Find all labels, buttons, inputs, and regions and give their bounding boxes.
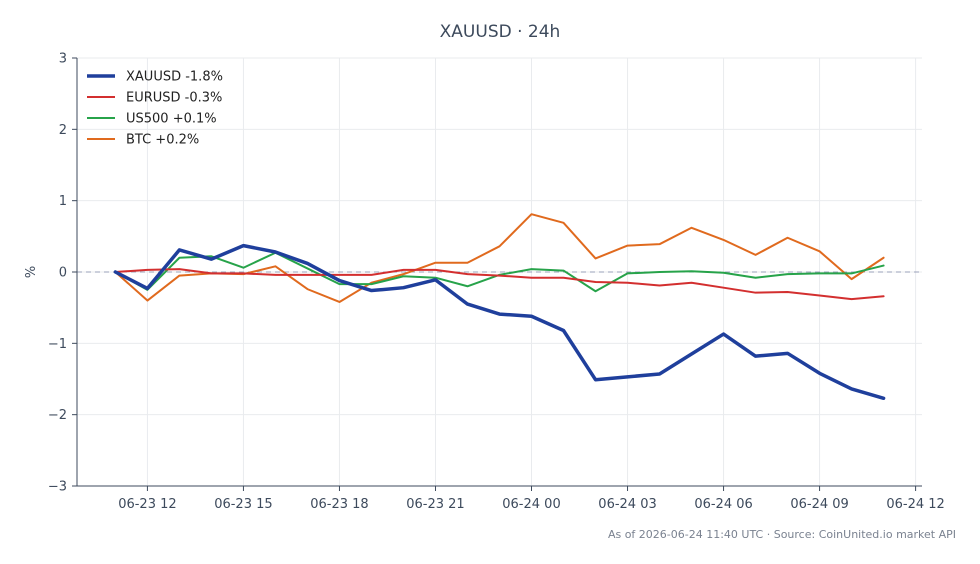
y-tick-label: −2 [48, 408, 67, 423]
x-axis-ticks: 06-23 12 06-23 15 06-23 18 06-23 21 06-24 00… [118, 486, 945, 512]
chart-title: XAUUSD · 24h [440, 22, 561, 42]
series-line-btc [114, 213, 885, 303]
x-tick-label: 06-23 18 [310, 497, 368, 512]
x-tick-label: 06-23 21 [406, 497, 464, 512]
legend: XAUUSD -1.8% EURUSD -0.3% US500 +0.1% BTC +… [87, 70, 223, 148]
series-line-xauusd [113, 243, 886, 401]
legend-label-us500: US500 +0.1% [126, 112, 217, 127]
y-tick-label: 0 [59, 266, 67, 281]
y-axis-label: % [24, 266, 39, 278]
footnote: As of 2026-06-24 11:40 UTC · Source: Coi… [608, 528, 956, 541]
x-tick-label: 06-23 15 [214, 497, 272, 512]
y-tick-label: 3 [59, 52, 67, 67]
x-tick-label: 06-24 03 [598, 497, 656, 512]
series-lines [113, 213, 886, 401]
legend-label-eurusd: EURUSD -0.3% [126, 91, 222, 106]
x-tick-label: 06-24 00 [502, 497, 560, 512]
y-tick-label: 2 [59, 123, 67, 138]
x-tick-label: 06-24 09 [790, 497, 848, 512]
x-tick-label: 06-24 12 [886, 497, 944, 512]
legend-label-xauusd: XAUUSD -1.8% [126, 70, 223, 85]
x-tick-label: 06-23 12 [118, 497, 176, 512]
y-tick-label: −3 [48, 480, 67, 495]
legend-label-btc: BTC +0.2% [126, 133, 199, 148]
y-axis-ticks: −3 −2 −1 0 1 2 3 [48, 52, 77, 495]
x-tick-label: 06-24 06 [694, 497, 752, 512]
y-tick-label: 1 [59, 194, 67, 209]
y-tick-label: −1 [48, 337, 67, 352]
series-line-eurusd [114, 268, 885, 301]
